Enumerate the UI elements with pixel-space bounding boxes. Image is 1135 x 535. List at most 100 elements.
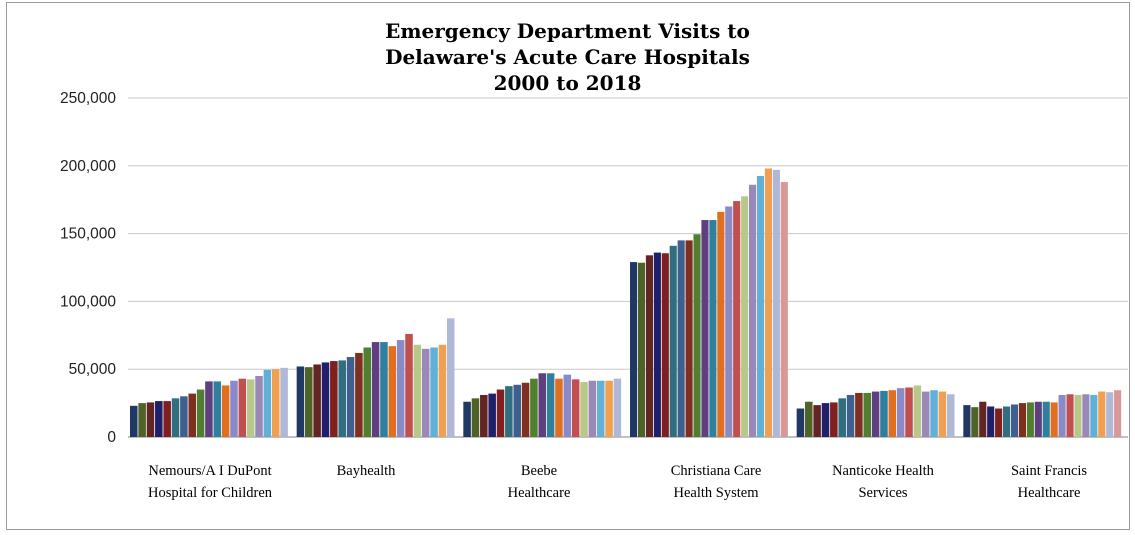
x-category-label: Beebe [521, 463, 557, 479]
bar [772, 169, 780, 437]
bar [463, 401, 471, 437]
bar [405, 333, 413, 437]
bar [421, 348, 430, 437]
bar [685, 240, 693, 437]
bar [605, 380, 613, 437]
bar [213, 381, 222, 437]
bar [709, 220, 717, 437]
x-category-label: Nanticoke Health [832, 463, 935, 479]
bar [1018, 403, 1026, 437]
bar [863, 392, 872, 437]
bar [446, 318, 455, 437]
bar [846, 394, 855, 437]
bar [888, 390, 897, 437]
bar [693, 234, 701, 437]
bar [855, 392, 863, 437]
bar [263, 369, 272, 437]
bar [749, 184, 757, 437]
bar [796, 408, 805, 437]
x-category-label: Christiana Care [671, 463, 762, 479]
bar [555, 378, 563, 437]
bar [163, 401, 171, 437]
bar [205, 381, 213, 437]
bar [146, 402, 155, 437]
x-category-label: Hospital for Children [148, 485, 273, 501]
bar [963, 405, 971, 437]
chart-title-line-1: Emergency Department Visits to [385, 19, 750, 43]
bar [513, 384, 521, 437]
chart-title-line-2: Delaware's Acute Care Hospitals [385, 45, 750, 69]
bar [1003, 406, 1011, 437]
bar [363, 347, 372, 437]
bar [1090, 394, 1098, 437]
bar [701, 220, 709, 437]
bar [271, 369, 280, 437]
bar [355, 352, 363, 437]
bar [1026, 402, 1034, 437]
x-category-label: Nemours/A I DuPont [148, 463, 271, 479]
bar [1106, 392, 1114, 437]
bar [921, 391, 930, 437]
chart-title-line-3: 2000 to 2018 [493, 71, 642, 95]
bar [313, 364, 321, 437]
y-axis: 0 50,000 100,000 150,000 200,000 250,000 [60, 90, 116, 446]
bar [1034, 401, 1042, 437]
y-tick-label: 0 [107, 429, 116, 446]
bar-series [130, 168, 1122, 437]
chart-title: Emergency Department Visits to Delaware'… [0, 18, 1135, 96]
bar [871, 391, 880, 437]
bar [196, 389, 205, 437]
bar [338, 360, 346, 437]
bar [764, 168, 772, 437]
bar [221, 385, 230, 437]
bar [238, 378, 247, 437]
bar [637, 262, 646, 437]
bar [496, 389, 505, 437]
bar [488, 393, 496, 437]
x-category-label: Healthcare [1018, 485, 1081, 501]
bar [438, 344, 447, 437]
bar [138, 403, 146, 437]
bar [880, 390, 888, 437]
bar [971, 407, 979, 437]
bar [661, 253, 669, 437]
x-category-label: Bayhealth [337, 463, 397, 479]
bar [1114, 390, 1122, 437]
bar [388, 346, 397, 437]
x-category-label: Saint Francis [1011, 463, 1087, 479]
bar [246, 379, 255, 437]
bar [580, 382, 588, 437]
bar [413, 344, 422, 437]
bar [546, 373, 555, 437]
bar [995, 408, 1003, 437]
y-tick-label: 150,000 [60, 226, 116, 243]
bar [1066, 394, 1074, 437]
bar [780, 182, 788, 437]
bar [521, 382, 530, 437]
bar [180, 396, 188, 437]
bar [1010, 404, 1019, 437]
bar [669, 245, 677, 437]
bar [717, 211, 725, 437]
bar [653, 252, 661, 437]
bar [430, 347, 438, 437]
bar [613, 378, 622, 437]
bar [1098, 391, 1106, 437]
bar [930, 390, 938, 437]
bar [741, 196, 749, 437]
chart-frame [6, 2, 1130, 530]
bar [645, 255, 653, 437]
bar [471, 398, 480, 437]
bar [733, 201, 741, 437]
bar [630, 262, 638, 437]
bar [913, 385, 922, 437]
bar [538, 373, 547, 437]
bar [530, 378, 538, 437]
bar [805, 401, 813, 437]
bar [571, 379, 580, 437]
bar [380, 342, 388, 437]
bar [756, 175, 765, 437]
x-category-label: Health System [674, 485, 760, 501]
grid-lines [128, 97, 1128, 438]
